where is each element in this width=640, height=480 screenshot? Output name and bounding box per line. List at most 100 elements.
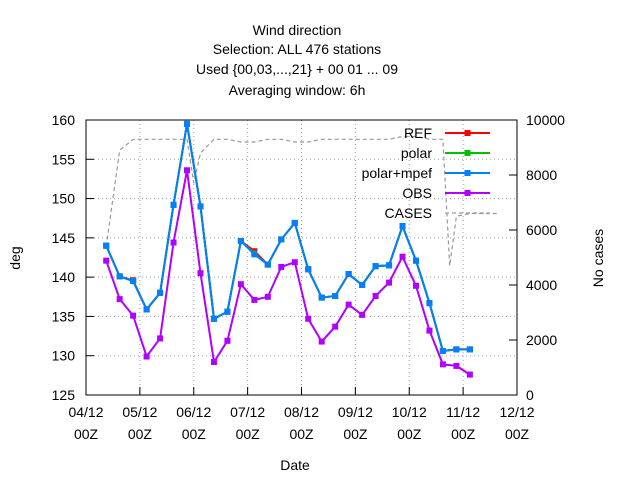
data-point bbox=[224, 308, 231, 315]
x-tick-label: 12/12 bbox=[499, 404, 534, 420]
data-point bbox=[386, 279, 393, 286]
data-point bbox=[332, 293, 339, 299]
legend-entry: OBS bbox=[402, 185, 490, 201]
data-point bbox=[291, 259, 298, 266]
y2-axis-ticks: 0 2000 4000 6000 8000 10000 bbox=[509, 112, 565, 403]
x-tick-label-hour: 00Z bbox=[289, 426, 314, 442]
data-point bbox=[372, 293, 379, 299]
data-point bbox=[453, 346, 460, 353]
y2-tick-label: 6000 bbox=[526, 222, 557, 238]
data-point bbox=[103, 242, 110, 249]
legend-label: polar+mpef bbox=[362, 165, 433, 181]
x-axis-label: Date bbox=[280, 457, 310, 473]
data-point bbox=[412, 257, 419, 264]
y-tick-label: 140 bbox=[52, 269, 76, 285]
data-point bbox=[453, 362, 460, 369]
legend: REF polar polar+mpef OBS CASES bbox=[362, 125, 490, 221]
data-point bbox=[116, 273, 123, 280]
data-point bbox=[345, 271, 352, 277]
series-polar-mpef bbox=[103, 120, 473, 354]
data-point bbox=[251, 251, 258, 258]
y-tick-label: 125 bbox=[52, 387, 76, 403]
data-point bbox=[399, 253, 406, 260]
data-point bbox=[157, 289, 164, 296]
data-point bbox=[264, 261, 271, 268]
data-point bbox=[197, 203, 204, 210]
legend-marker bbox=[464, 190, 471, 196]
y-tick-label: 135 bbox=[52, 308, 76, 324]
x-tick-label: 09/12 bbox=[338, 404, 373, 420]
data-point bbox=[224, 337, 231, 344]
legend-entry: REF bbox=[404, 125, 490, 141]
data-point bbox=[143, 306, 150, 313]
legend-entry: polar+mpef bbox=[362, 165, 490, 181]
data-point bbox=[318, 294, 325, 301]
data-point bbox=[372, 263, 379, 270]
x-tick-label: 10/12 bbox=[392, 404, 427, 420]
data-point bbox=[412, 282, 419, 289]
x-tick-label: 05/12 bbox=[122, 404, 157, 420]
data-point bbox=[318, 338, 325, 345]
x-tick-label-hour: 00Z bbox=[505, 426, 530, 442]
data-point bbox=[197, 270, 204, 277]
series-cases bbox=[105, 135, 497, 266]
series-obs bbox=[103, 167, 473, 378]
y-tick-label: 160 bbox=[52, 112, 76, 128]
data-point bbox=[237, 281, 244, 288]
data-point bbox=[291, 219, 298, 226]
legend-label: REF bbox=[404, 125, 432, 141]
data-point bbox=[466, 371, 473, 378]
data-point bbox=[386, 262, 393, 269]
x-axis-ticks: 04/12 00Z 05/12 00Z 06/12 00Z 07/12 00Z 08/12 00Z… bbox=[68, 387, 535, 442]
legend-entry: CASES bbox=[385, 205, 490, 221]
data-point bbox=[426, 300, 433, 307]
x-tick-label-hour: 00Z bbox=[343, 426, 368, 442]
x-tick-label: 04/12 bbox=[68, 404, 103, 420]
data-point bbox=[305, 315, 312, 322]
data-point bbox=[278, 263, 285, 270]
y-axis-ticks: 125 130 135 140 145 150 155 160 bbox=[52, 112, 94, 403]
y-tick-label: 150 bbox=[52, 191, 76, 207]
legend-label: CASES bbox=[385, 205, 432, 221]
chart-title-line-3: Used {00,03,...,21} + 00 01 ... 09 bbox=[196, 61, 398, 77]
data-point bbox=[439, 348, 446, 354]
legend-entry: polar bbox=[401, 145, 490, 161]
y-tick-label: 155 bbox=[52, 151, 76, 167]
legend-label: OBS bbox=[402, 185, 432, 201]
chart-title-line-2: Selection: ALL 476 stations bbox=[213, 41, 381, 57]
plot-frame bbox=[85, 119, 518, 396]
y2-tick-label: 4000 bbox=[526, 277, 557, 293]
data-point bbox=[130, 278, 137, 285]
data-point bbox=[237, 238, 244, 244]
data-point bbox=[345, 301, 352, 308]
x-tick-label-hour: 00Z bbox=[182, 426, 207, 442]
data-point bbox=[210, 315, 217, 322]
data-point bbox=[143, 353, 150, 360]
y-tick-label: 130 bbox=[52, 348, 76, 364]
x-tick-label-hour: 00Z bbox=[236, 426, 261, 442]
data-point bbox=[251, 296, 258, 303]
data-point bbox=[439, 361, 446, 368]
data-point bbox=[170, 201, 177, 208]
data-point bbox=[264, 293, 271, 300]
data-point bbox=[426, 327, 433, 334]
x-tick-label-hour: 00Z bbox=[451, 426, 476, 442]
legend-label: polar bbox=[401, 145, 432, 161]
x-tick-label: 11/12 bbox=[446, 404, 480, 420]
series-line bbox=[105, 170, 471, 376]
grid bbox=[86, 120, 517, 395]
data-point bbox=[130, 312, 137, 319]
data-point bbox=[210, 359, 217, 365]
y-tick-label: 145 bbox=[52, 230, 76, 246]
series-line bbox=[105, 123, 470, 353]
y2-tick-label: 2000 bbox=[526, 332, 557, 348]
data-point bbox=[103, 257, 110, 264]
chart-title-line-1: Wind direction bbox=[253, 22, 342, 38]
chart-title-line-4: Averaging window: 6h bbox=[229, 82, 366, 98]
data-point bbox=[332, 323, 339, 330]
data-point bbox=[305, 266, 312, 273]
legend-marker bbox=[464, 130, 471, 136]
data-point bbox=[157, 335, 164, 342]
x-tick-label-hour: 00Z bbox=[128, 426, 153, 442]
